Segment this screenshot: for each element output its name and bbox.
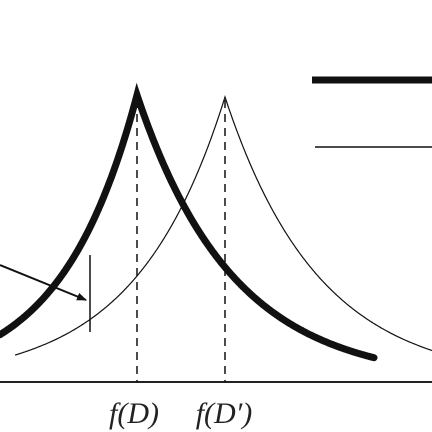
thick-curve: [0, 82, 378, 362]
label: f(D): [109, 397, 159, 430]
arrow: [0, 264, 87, 301]
thin-curve: [14, 95, 432, 356]
label: f(D′): [196, 397, 253, 430]
